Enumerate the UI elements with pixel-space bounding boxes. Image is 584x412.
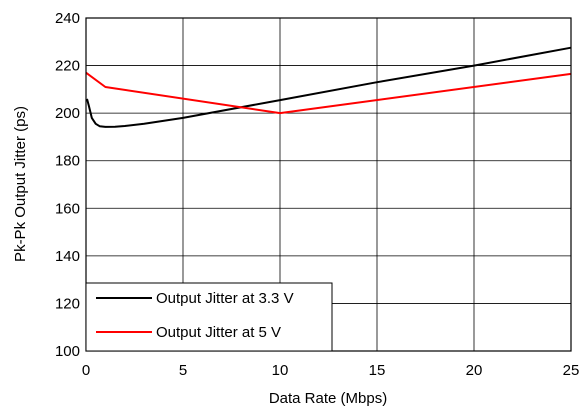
x-tick-label: 10 — [272, 362, 289, 379]
legend: Output Jitter at 3.3 V Output Jitter at 5… — [85, 282, 333, 352]
series-lines — [85, 46, 572, 128]
legend-label: Output Jitter at 3.3 V — [156, 290, 294, 307]
x-tick-label: 15 — [369, 362, 386, 379]
y-tick-label: 180 — [55, 153, 80, 170]
x-tick-label: 5 — [179, 362, 187, 379]
legend-box — [85, 282, 333, 352]
x-tick-label: 25 — [563, 362, 580, 379]
y-tick-label: 220 — [55, 58, 80, 75]
x-axis-title: Data Rate (Mbps) — [269, 390, 387, 407]
y-tick-label: 100 — [55, 343, 80, 360]
legend-label: Output Jitter at 5 V — [156, 324, 281, 341]
y-tick-label: 120 — [55, 295, 80, 312]
series-line-2 — [85, 71, 572, 115]
y-tick-labels: 100 120 140 160 180 200 220 240 — [55, 10, 80, 360]
y-tick-label: 240 — [55, 10, 80, 27]
y-tick-label: 160 — [55, 200, 80, 217]
y-tick-label: 200 — [55, 105, 80, 122]
x-tick-labels: 0 5 10 15 20 25 — [82, 362, 580, 379]
x-tick-label: 20 — [466, 362, 483, 379]
series-line-1 — [86, 46, 572, 128]
y-tick-label: 140 — [55, 248, 80, 265]
y-axis-title: Pk-Pk Output Jitter (ps) — [12, 106, 29, 262]
x-tick-label: 0 — [82, 362, 90, 379]
